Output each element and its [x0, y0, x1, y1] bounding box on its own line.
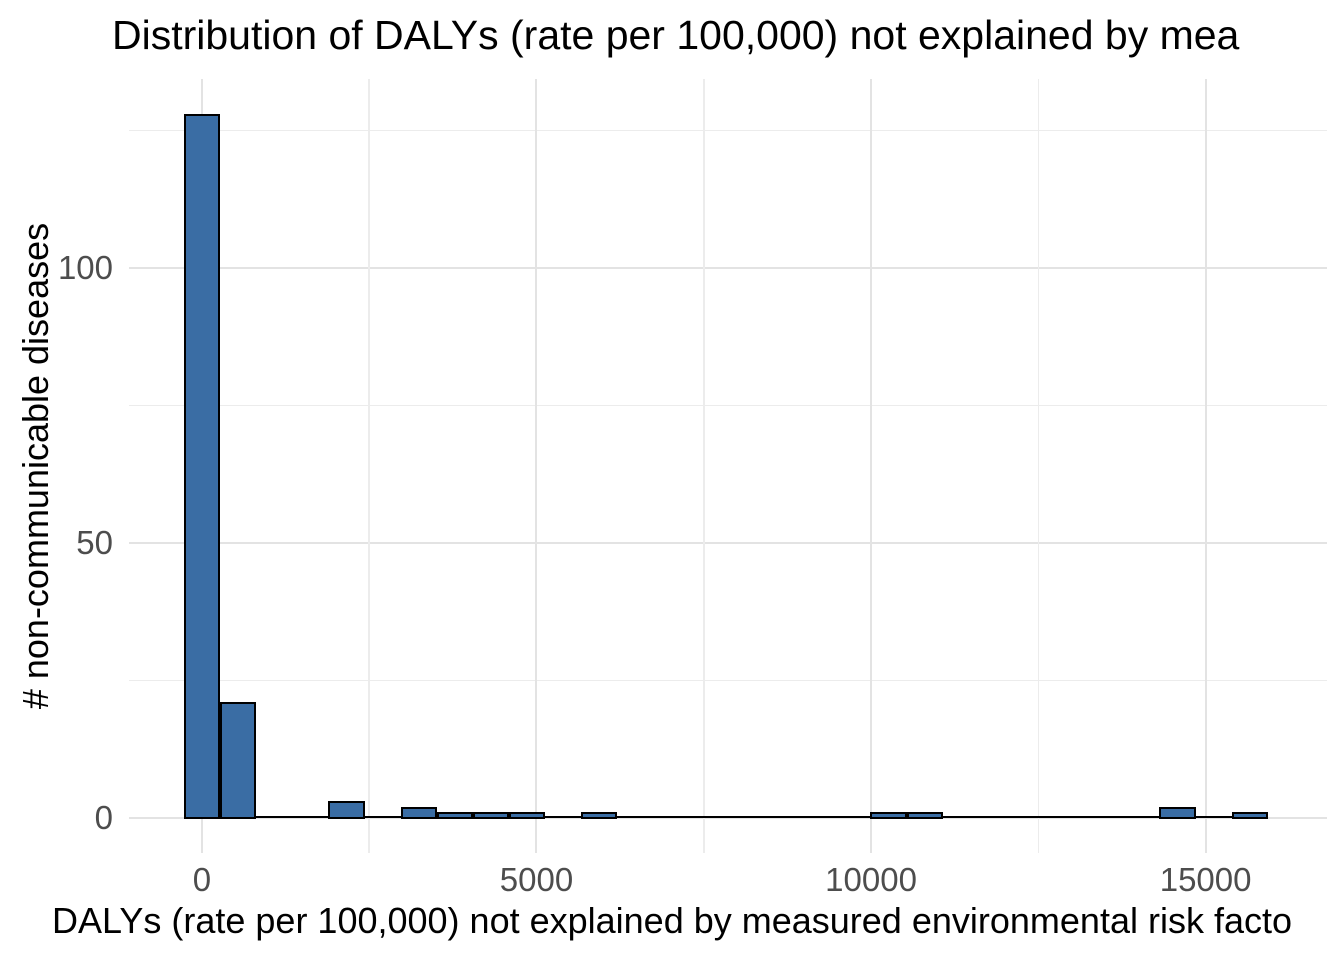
histogram-bar [400, 806, 437, 819]
histogram-bar [870, 812, 907, 819]
y-tick-label: 50 [76, 523, 113, 561]
histogram-zero-line [183, 815, 1268, 819]
histogram-bar [1231, 812, 1268, 819]
grid-x-minor [703, 79, 705, 853]
x-tick-label: 5000 [499, 861, 574, 898]
grid-x-major [535, 79, 538, 853]
x-tick-label: 15000 [1159, 861, 1252, 898]
histogram-bar [509, 812, 546, 819]
grid-x-minor [1037, 79, 1040, 853]
plot-title: Distribution of DALYs (rate per 100,000)… [112, 12, 1240, 58]
grid-x-minor [368, 79, 370, 853]
histogram-bar [906, 812, 943, 819]
histogram-bar [472, 812, 510, 819]
x-axis-title: DALYs (rate per 100,000) not explained b… [52, 900, 1292, 941]
grid-y-minor [129, 679, 1327, 682]
grid-x-major [1204, 79, 1207, 853]
histogram-bar [183, 114, 220, 819]
histogram-bar [1159, 806, 1196, 819]
grid-y-major [129, 541, 1327, 544]
grid-y-major [129, 267, 1327, 270]
histogram-bar [436, 812, 473, 819]
x-tick-label: 0 [192, 861, 212, 898]
x-tick-label: 10000 [825, 861, 917, 898]
grid-x-major [870, 79, 873, 853]
grid-y-minor [129, 129, 1327, 132]
histogram-bar [328, 801, 365, 819]
histogram-bar [220, 702, 257, 819]
y-tick-label: 100 [57, 249, 113, 287]
y-tick-label: 0 [94, 798, 113, 836]
grid-y-minor [129, 404, 1327, 407]
histogram-bar [581, 812, 618, 819]
